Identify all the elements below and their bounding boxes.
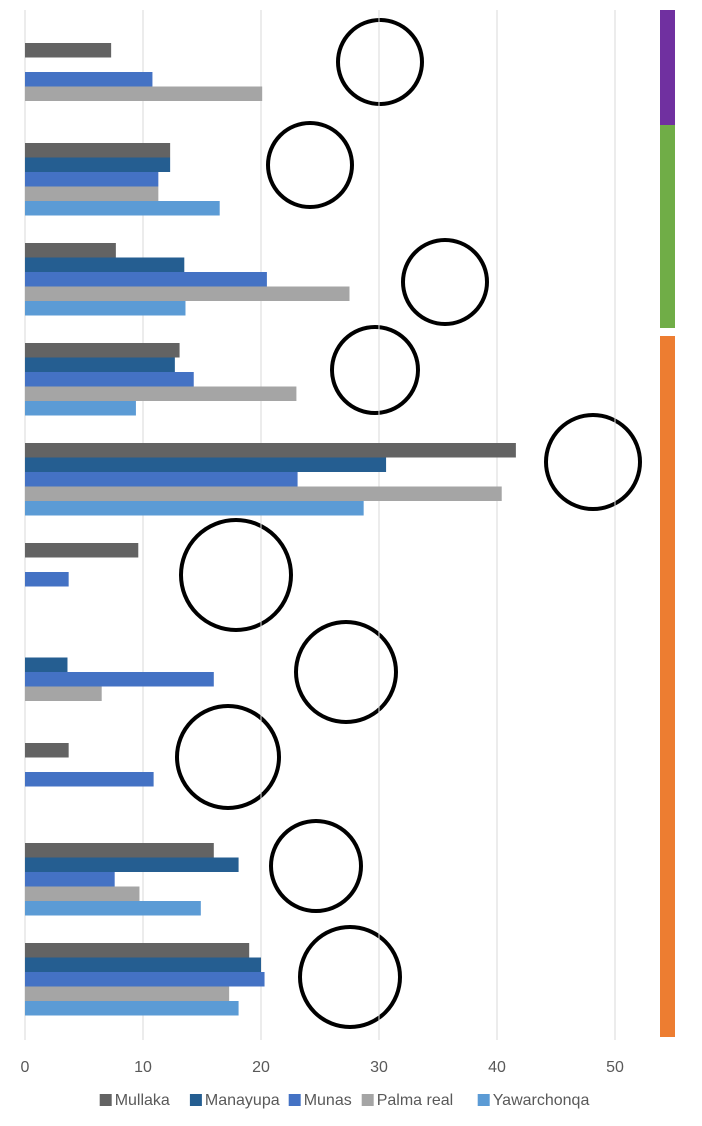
bar — [25, 187, 158, 202]
x-tick-label: 20 — [252, 1059, 270, 1076]
icon — [181, 520, 291, 630]
legend: Mullaka Manayupa Munas Palma real Yawarchonq… — [100, 1092, 590, 1109]
category-bracket — [660, 125, 675, 328]
legend-label: Manayupa — [205, 1092, 280, 1109]
x-tick-label: 30 — [370, 1059, 388, 1076]
bar — [25, 743, 69, 758]
legend-label: Munas — [304, 1092, 352, 1109]
legend-swatch — [478, 1094, 490, 1106]
icon — [177, 706, 279, 808]
bar — [25, 487, 502, 502]
icons — [177, 20, 640, 1027]
bar — [25, 158, 170, 173]
bar — [25, 387, 296, 402]
bar — [25, 901, 201, 916]
bar — [25, 72, 152, 87]
bar — [25, 987, 229, 1002]
bar — [25, 458, 386, 473]
bar — [25, 358, 175, 373]
icon — [546, 415, 640, 509]
bar — [25, 772, 154, 787]
x-tick-label: 40 — [488, 1059, 506, 1076]
bar — [25, 658, 67, 673]
bar — [25, 143, 170, 158]
bar — [25, 472, 298, 487]
chart: 0 10 20 30 40 50 Mullaka Manayupa Munas Palma re… — [0, 0, 702, 1121]
bar — [25, 501, 364, 516]
bar — [25, 672, 214, 687]
category-bracket — [660, 336, 675, 1037]
icon — [300, 927, 400, 1027]
category-bracket — [660, 10, 675, 125]
bar — [25, 201, 220, 216]
legend-label: Mullaka — [115, 1092, 170, 1109]
icon — [296, 622, 396, 722]
x-tick-label: 10 — [134, 1059, 152, 1076]
bar — [25, 287, 350, 302]
bar — [25, 958, 261, 973]
legend-swatch — [362, 1094, 374, 1106]
icon — [268, 123, 352, 207]
bar — [25, 572, 69, 587]
bar — [25, 343, 180, 358]
bar — [25, 172, 158, 187]
bar — [25, 887, 139, 902]
icon — [403, 240, 487, 324]
bar — [25, 258, 184, 273]
bar — [25, 401, 136, 416]
bar — [25, 972, 265, 987]
bar — [25, 543, 138, 558]
bar — [25, 87, 262, 102]
x-tick-label: 0 — [21, 1059, 30, 1076]
bar — [25, 243, 116, 258]
legend-swatch — [190, 1094, 202, 1106]
bar — [25, 43, 111, 58]
bar — [25, 443, 516, 458]
icon — [332, 327, 418, 413]
icon — [271, 821, 361, 911]
bar — [25, 1001, 239, 1016]
bar — [25, 372, 194, 387]
legend-swatch — [289, 1094, 301, 1106]
bar — [25, 272, 267, 287]
icon — [338, 20, 422, 104]
bar — [25, 843, 214, 858]
bar — [25, 687, 102, 702]
legend-label: Yawarchonqa — [493, 1092, 590, 1109]
legend-label: Palma real — [377, 1092, 453, 1109]
bar — [25, 301, 185, 316]
bar — [25, 858, 239, 873]
legend-swatch — [100, 1094, 112, 1106]
x-tick-label: 50 — [606, 1059, 624, 1076]
bar — [25, 872, 115, 887]
bar — [25, 943, 249, 958]
